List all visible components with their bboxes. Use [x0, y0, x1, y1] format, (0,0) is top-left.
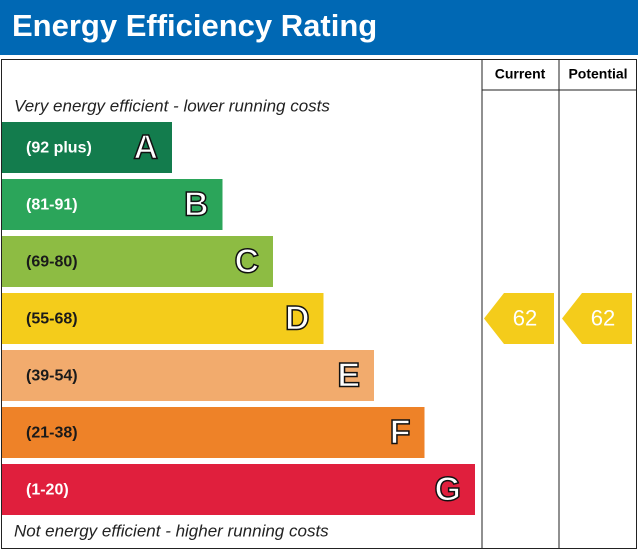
band-range: (21-38) — [26, 425, 78, 442]
column-header: Potential — [568, 66, 627, 82]
rating-value: 62 — [513, 305, 537, 330]
band-letter: D — [285, 299, 310, 337]
band-letter: E — [337, 356, 360, 394]
table-border — [1, 59, 637, 549]
column-header: Current — [495, 66, 546, 82]
title-bar — [0, 0, 638, 55]
band-letter: G — [435, 470, 461, 508]
rating-value: 62 — [591, 305, 615, 330]
band-letter: B — [184, 185, 209, 223]
chart-title: Energy Efficiency Rating — [12, 8, 377, 43]
band-bar — [2, 122, 172, 173]
rating-arrow — [484, 293, 554, 344]
band-bar — [2, 350, 374, 401]
band-bar — [2, 236, 273, 287]
band-range: (81-91) — [26, 197, 78, 214]
rating-arrow — [562, 293, 632, 344]
band-range: (92 plus) — [26, 140, 92, 157]
band-letter: F — [390, 413, 411, 451]
band-bar — [2, 293, 324, 344]
band-letter: A — [133, 128, 158, 166]
band-bar — [2, 464, 475, 515]
band-range: (39-54) — [26, 368, 78, 385]
band-range: (55-68) — [26, 311, 78, 328]
band-letter: C — [234, 242, 259, 280]
top-note: Very energy efficient - lower running co… — [14, 96, 330, 115]
band-range: (1-20) — [26, 482, 69, 499]
bottom-note: Not energy efficient - higher running co… — [14, 521, 329, 540]
band-bar — [2, 179, 223, 230]
band-bar — [2, 407, 425, 458]
band-range: (69-80) — [26, 254, 78, 271]
